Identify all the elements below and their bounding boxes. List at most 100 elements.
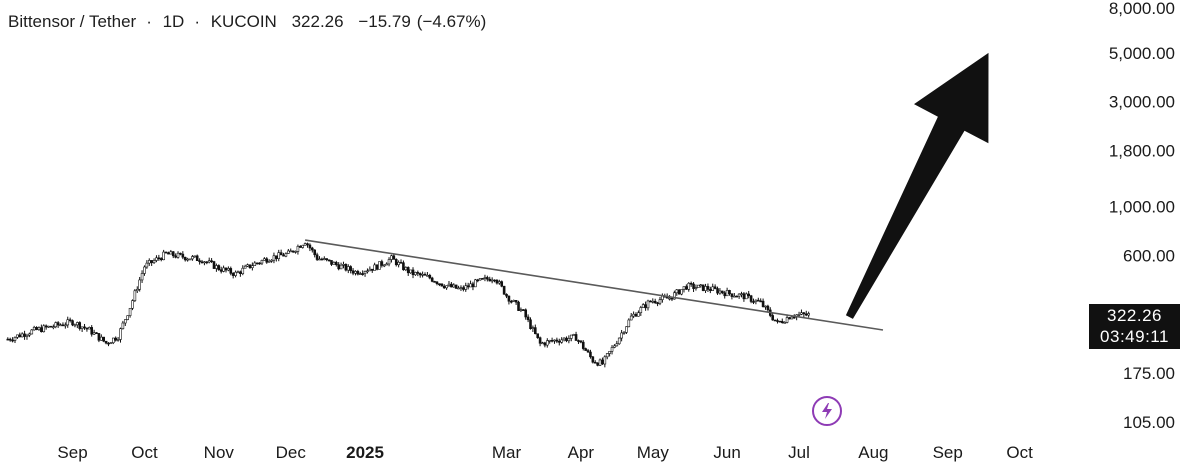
candle-body: [526, 316, 530, 321]
candle-body: [90, 327, 94, 335]
candle-body: [322, 258, 326, 260]
candle-body: [493, 279, 496, 282]
candle-body: [299, 246, 302, 248]
candle-body: [601, 359, 604, 365]
candle-body: [792, 316, 796, 319]
candle-body: [505, 293, 508, 297]
candle-body: [534, 327, 537, 335]
candle-body: [430, 277, 434, 282]
candle-body: [711, 286, 715, 291]
candle-body: [104, 340, 108, 344]
candle-body: [210, 260, 213, 263]
candle-body: [742, 293, 746, 300]
candle-body: [641, 304, 645, 308]
candle-body: [500, 281, 504, 287]
candle-body: [766, 305, 770, 311]
candle-body: [548, 340, 551, 342]
symbol-pair[interactable]: Bittensor / Tether: [8, 12, 137, 31]
candle-body: [332, 262, 336, 265]
candle-body: [200, 261, 204, 264]
candle-body: [581, 341, 585, 349]
candle-body: [25, 334, 29, 337]
candle-body: [54, 322, 58, 328]
lightning-icon[interactable]: [812, 396, 842, 426]
candle-body: [284, 253, 288, 257]
candle-body: [162, 251, 165, 261]
candle-body: [780, 321, 784, 323]
candle-body: [605, 353, 609, 358]
candle-body: [378, 261, 381, 270]
candle-body: [265, 258, 269, 263]
candle-body: [255, 262, 259, 265]
candle-body: [685, 286, 688, 290]
candle-body: [315, 254, 319, 260]
candle-body: [454, 284, 458, 289]
candle-body: [203, 261, 206, 264]
candle-body: [545, 340, 549, 346]
candle-body: [622, 332, 626, 334]
candle-body: [267, 260, 271, 263]
candle-body: [270, 259, 273, 262]
last-price: 322.26: [291, 12, 344, 31]
candle-body: [20, 333, 24, 338]
candle-body: [243, 265, 247, 269]
candle-body: [155, 257, 158, 261]
candle-body: [790, 316, 794, 320]
candle-body: [8, 338, 12, 341]
candle-body: [111, 337, 115, 344]
candle-body: [598, 359, 602, 366]
candle-body: [620, 332, 623, 339]
candle-body: [52, 326, 55, 329]
candle-body: [737, 293, 741, 297]
candle-body: [327, 259, 331, 262]
candle-body: [637, 312, 640, 317]
candle-body: [756, 299, 760, 302]
candle-body: [212, 261, 216, 269]
candle-body: [351, 270, 355, 274]
candle-body: [603, 356, 607, 365]
x-tick-label: Nov: [204, 443, 235, 462]
price-change: −15.79: [358, 12, 411, 31]
candle-body: [807, 313, 810, 316]
candle-body: [625, 326, 628, 333]
candle-body: [392, 255, 396, 260]
candle-body: [800, 312, 803, 315]
candle-body: [697, 284, 700, 288]
interval[interactable]: 1D: [162, 12, 185, 31]
candle-body: [416, 272, 420, 274]
candle-body: [375, 264, 379, 270]
candle-body: [164, 251, 168, 254]
candle-body: [761, 300, 765, 307]
candle-body: [474, 279, 477, 288]
candle-body: [402, 262, 405, 271]
x-tick-label: Dec: [276, 443, 307, 462]
candle-body: [123, 319, 127, 324]
candle-body: [78, 322, 82, 329]
candle-body: [71, 320, 74, 326]
candle-body: [354, 271, 357, 274]
candle-body: [783, 322, 786, 324]
candles-layer: [6, 242, 810, 368]
candle-body: [730, 293, 734, 297]
candle-body: [287, 250, 290, 254]
candle-body: [694, 287, 698, 289]
candle-body: [709, 289, 712, 291]
candle-body: [557, 340, 561, 343]
candle-body: [227, 268, 230, 271]
candle-body: [363, 271, 367, 274]
candle-body: [205, 261, 209, 264]
candle-body: [572, 334, 575, 336]
candle-body: [639, 307, 643, 314]
candle-body: [198, 260, 201, 263]
candle-body: [313, 249, 317, 256]
candle-body: [174, 255, 177, 258]
candle-body: [486, 277, 489, 280]
candle-body: [421, 273, 424, 276]
candle-body: [754, 299, 758, 302]
countdown-timer: 03:49:11: [1100, 327, 1169, 346]
candle-body: [649, 300, 652, 303]
candle-body: [258, 262, 261, 265]
candle-body: [560, 339, 563, 343]
candle-body: [646, 300, 650, 309]
